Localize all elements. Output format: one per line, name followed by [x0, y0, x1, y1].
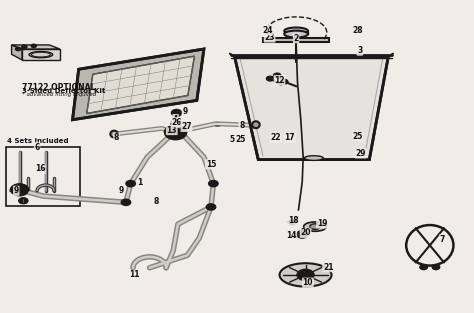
- Circle shape: [15, 187, 24, 193]
- Text: 15: 15: [206, 160, 216, 169]
- Text: 18: 18: [288, 216, 299, 225]
- Text: 23: 23: [264, 33, 275, 42]
- Circle shape: [31, 44, 36, 48]
- Text: 22: 22: [271, 133, 281, 142]
- Text: 14: 14: [286, 231, 297, 240]
- Text: 8: 8: [154, 197, 159, 206]
- Text: 5: 5: [230, 135, 235, 144]
- Ellipse shape: [304, 156, 323, 160]
- Circle shape: [420, 264, 428, 269]
- Circle shape: [273, 73, 281, 78]
- Polygon shape: [22, 49, 60, 60]
- Circle shape: [289, 219, 296, 224]
- Text: 1: 1: [137, 178, 143, 187]
- Text: 3-Sided Deflector Kit: 3-Sided Deflector Kit: [22, 88, 105, 94]
- Text: 24: 24: [263, 26, 273, 35]
- Circle shape: [432, 264, 440, 269]
- Text: 8: 8: [114, 133, 119, 142]
- Text: * advanced fitting required: * advanced fitting required: [22, 92, 96, 97]
- Circle shape: [300, 233, 305, 236]
- Text: 11: 11: [129, 270, 139, 280]
- Text: 8: 8: [239, 121, 245, 130]
- Text: 25: 25: [236, 135, 246, 144]
- Ellipse shape: [310, 224, 320, 229]
- Ellipse shape: [284, 31, 308, 38]
- Polygon shape: [284, 31, 308, 34]
- Circle shape: [121, 199, 131, 205]
- Text: 29: 29: [356, 149, 366, 158]
- Ellipse shape: [252, 121, 260, 128]
- Text: 16: 16: [35, 164, 45, 173]
- Text: 25: 25: [352, 132, 363, 141]
- Text: 17: 17: [284, 133, 295, 142]
- Polygon shape: [263, 38, 329, 42]
- Text: 28: 28: [352, 26, 363, 35]
- Circle shape: [297, 269, 314, 280]
- Ellipse shape: [31, 52, 50, 57]
- Text: 19: 19: [317, 219, 328, 228]
- Text: 3: 3: [357, 46, 363, 55]
- Polygon shape: [73, 49, 204, 120]
- Ellipse shape: [110, 131, 118, 137]
- Ellipse shape: [280, 263, 331, 287]
- Text: 9: 9: [14, 186, 19, 195]
- Text: 4: 4: [173, 115, 178, 124]
- Text: 20: 20: [300, 228, 311, 237]
- Circle shape: [209, 181, 218, 187]
- Bar: [6, 147, 80, 206]
- Circle shape: [281, 79, 288, 84]
- Circle shape: [126, 181, 136, 187]
- Polygon shape: [170, 121, 181, 131]
- Circle shape: [266, 76, 274, 81]
- Text: 27: 27: [181, 122, 192, 131]
- Circle shape: [21, 45, 27, 49]
- Circle shape: [172, 110, 181, 116]
- Ellipse shape: [284, 28, 308, 34]
- Circle shape: [206, 204, 216, 210]
- Ellipse shape: [304, 222, 326, 231]
- Text: 7: 7: [440, 234, 445, 244]
- Ellipse shape: [29, 51, 53, 58]
- Text: 4 Sets included: 4 Sets included: [7, 138, 69, 144]
- Text: 9: 9: [118, 186, 124, 195]
- Circle shape: [18, 198, 28, 204]
- Text: 12: 12: [274, 76, 285, 85]
- Text: 2: 2: [293, 33, 299, 43]
- Text: 10: 10: [302, 278, 313, 287]
- Text: 9: 9: [182, 107, 188, 116]
- Circle shape: [165, 125, 186, 139]
- Text: 21: 21: [323, 263, 334, 272]
- Circle shape: [170, 128, 181, 136]
- Text: 13: 13: [166, 126, 177, 135]
- Text: 77122 OPTIONAL: 77122 OPTIONAL: [22, 83, 95, 92]
- Polygon shape: [87, 56, 194, 114]
- Polygon shape: [235, 57, 388, 160]
- Circle shape: [15, 47, 21, 51]
- Circle shape: [11, 184, 28, 195]
- Text: 26: 26: [172, 118, 182, 127]
- Polygon shape: [11, 45, 22, 60]
- Text: 6: 6: [35, 143, 40, 152]
- Polygon shape: [11, 45, 60, 49]
- Circle shape: [297, 231, 308, 238]
